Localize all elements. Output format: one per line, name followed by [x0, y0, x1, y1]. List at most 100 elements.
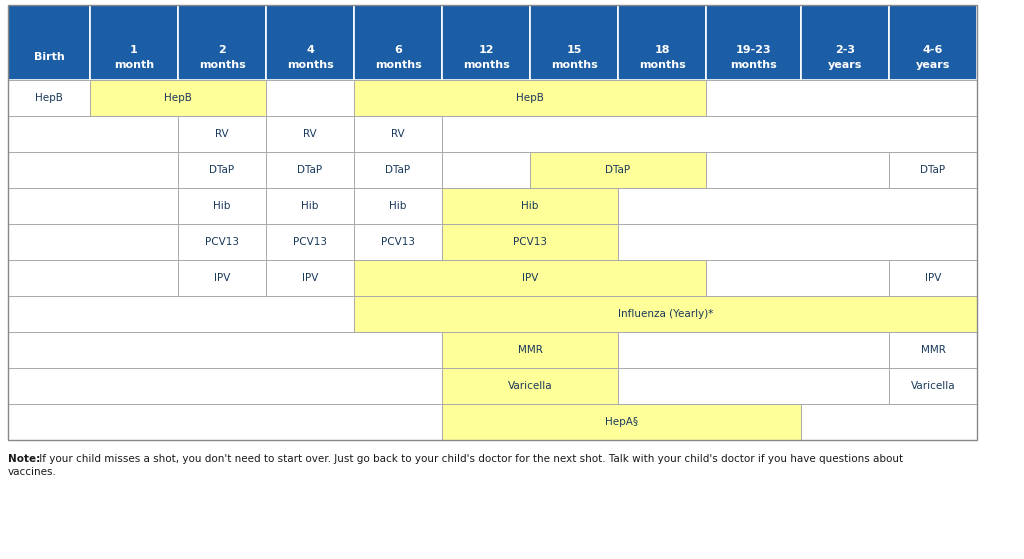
- Text: months: months: [375, 60, 421, 70]
- Bar: [618, 188, 977, 224]
- Bar: [618, 5, 706, 80]
- Text: 15: 15: [566, 45, 582, 55]
- Bar: [889, 368, 977, 404]
- Bar: [90, 5, 178, 80]
- Bar: [354, 188, 442, 224]
- Text: IPV: IPV: [302, 273, 318, 283]
- Bar: [889, 332, 977, 368]
- Text: DTaP: DTaP: [921, 165, 945, 175]
- Bar: [801, 404, 977, 440]
- Text: 4: 4: [306, 45, 314, 55]
- Text: DTaP: DTaP: [385, 165, 411, 175]
- Bar: [801, 5, 889, 80]
- Bar: [266, 188, 354, 224]
- Bar: [354, 296, 977, 332]
- Text: RV: RV: [303, 129, 316, 139]
- Text: PCV13: PCV13: [293, 237, 327, 247]
- Bar: [442, 332, 618, 368]
- Bar: [178, 5, 266, 80]
- Text: IPV: IPV: [214, 273, 230, 283]
- Bar: [266, 5, 354, 80]
- Bar: [266, 80, 354, 116]
- Text: Influenza (Yearly)*: Influenza (Yearly)*: [617, 309, 713, 319]
- Bar: [354, 80, 706, 116]
- Text: Varicella: Varicella: [508, 381, 552, 391]
- Bar: [266, 224, 354, 260]
- Text: HepA§: HepA§: [605, 417, 638, 427]
- Text: Varicella: Varicella: [910, 381, 955, 391]
- Bar: [178, 188, 266, 224]
- Bar: [706, 152, 889, 188]
- Text: MMR: MMR: [921, 345, 945, 355]
- Bar: [178, 152, 266, 188]
- Text: Hib: Hib: [389, 201, 407, 211]
- Text: MMR: MMR: [517, 345, 543, 355]
- Text: RV: RV: [391, 129, 404, 139]
- Bar: [8, 260, 178, 296]
- Bar: [442, 368, 618, 404]
- Bar: [530, 152, 706, 188]
- Text: 6: 6: [394, 45, 402, 55]
- Text: PCV13: PCV13: [513, 237, 547, 247]
- Text: months: months: [639, 60, 685, 70]
- Text: vaccines.: vaccines.: [8, 467, 57, 477]
- Text: HepB: HepB: [164, 93, 191, 103]
- Text: month: month: [114, 60, 154, 70]
- Text: 18: 18: [654, 45, 670, 55]
- Bar: [8, 188, 178, 224]
- Text: DTaP: DTaP: [605, 165, 631, 175]
- Bar: [8, 368, 442, 404]
- Bar: [889, 5, 977, 80]
- Bar: [8, 224, 178, 260]
- Bar: [8, 404, 442, 440]
- Text: 12: 12: [478, 45, 494, 55]
- Bar: [178, 224, 266, 260]
- Text: 4-6: 4-6: [923, 45, 943, 55]
- Text: 1: 1: [130, 45, 138, 55]
- Text: 19-23: 19-23: [735, 45, 771, 55]
- Text: 2: 2: [218, 45, 226, 55]
- Bar: [8, 5, 977, 440]
- Bar: [889, 152, 977, 188]
- Bar: [530, 5, 618, 80]
- Text: months: months: [730, 60, 777, 70]
- Bar: [889, 260, 977, 296]
- Bar: [266, 152, 354, 188]
- Bar: [354, 224, 442, 260]
- Bar: [706, 260, 889, 296]
- Text: years: years: [915, 60, 950, 70]
- Bar: [8, 332, 442, 368]
- Text: Note:: Note:: [8, 454, 40, 464]
- Text: months: months: [199, 60, 246, 70]
- Bar: [354, 260, 706, 296]
- Text: DTaP: DTaP: [210, 165, 234, 175]
- Bar: [706, 5, 801, 80]
- Bar: [442, 152, 530, 188]
- Bar: [178, 116, 266, 152]
- Text: IPV: IPV: [522, 273, 539, 283]
- Text: PCV13: PCV13: [381, 237, 415, 247]
- Bar: [178, 260, 266, 296]
- Text: Hib: Hib: [301, 201, 318, 211]
- Bar: [706, 80, 977, 116]
- Text: 2-3: 2-3: [835, 45, 855, 55]
- Bar: [354, 116, 442, 152]
- Bar: [354, 152, 442, 188]
- Text: HepB: HepB: [516, 93, 544, 103]
- Text: IPV: IPV: [925, 273, 941, 283]
- Bar: [442, 188, 618, 224]
- Bar: [8, 5, 90, 80]
- Text: years: years: [827, 60, 862, 70]
- Text: HepB: HepB: [35, 93, 62, 103]
- Text: If your child misses a shot, you don't need to start over. Just go back to your : If your child misses a shot, you don't n…: [36, 454, 903, 464]
- Bar: [8, 116, 178, 152]
- Bar: [8, 80, 90, 116]
- Bar: [442, 116, 977, 152]
- Text: PCV13: PCV13: [205, 237, 239, 247]
- Text: RV: RV: [215, 129, 228, 139]
- Bar: [90, 80, 266, 116]
- Bar: [442, 224, 618, 260]
- Bar: [8, 296, 354, 332]
- Bar: [442, 5, 530, 80]
- Bar: [618, 224, 977, 260]
